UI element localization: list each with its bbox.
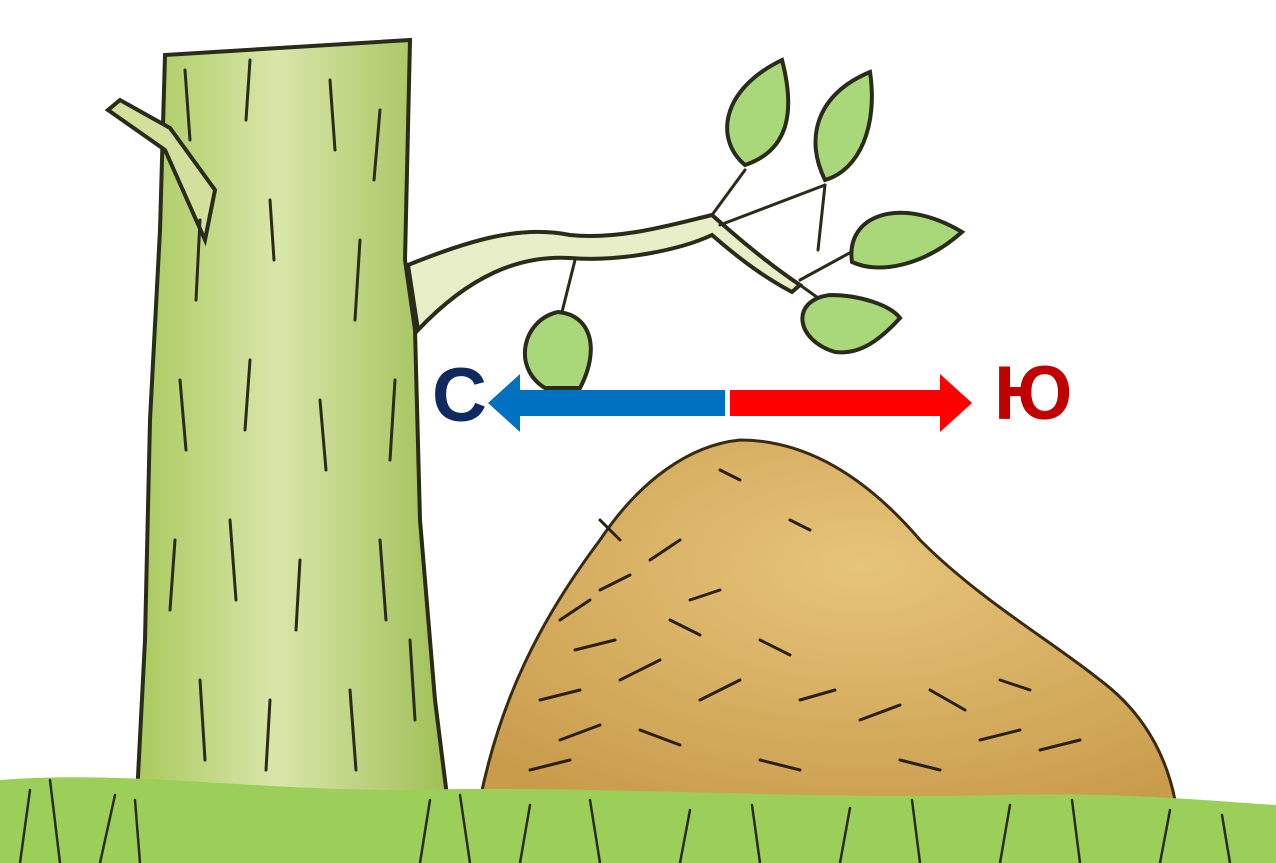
- north-arrow: [488, 374, 725, 432]
- north-label: С: [432, 353, 487, 438]
- branch-icon: [405, 168, 857, 335]
- south-label: Ю: [994, 351, 1073, 436]
- anthill-icon: [478, 438, 1177, 802]
- grass-icon: [0, 777, 1276, 863]
- tree-trunk-icon: [104, 37, 453, 838]
- south-arrow: [730, 374, 972, 432]
- leaf-icon: [522, 57, 966, 390]
